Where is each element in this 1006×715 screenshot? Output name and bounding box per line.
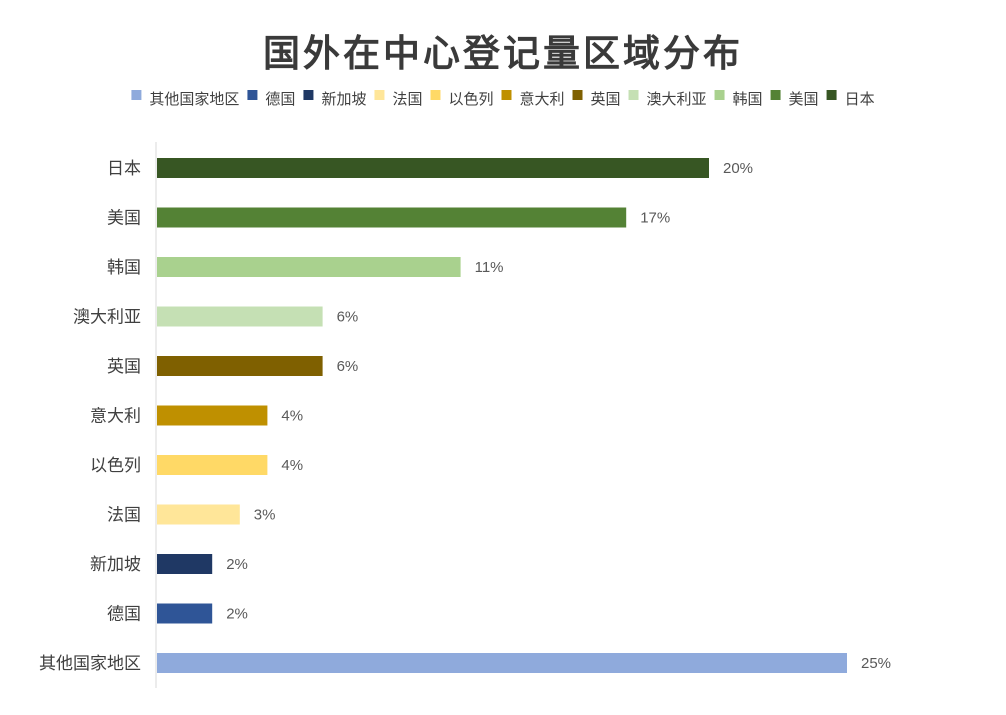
- data-label: 2%: [226, 606, 248, 623]
- bar: [157, 405, 268, 426]
- legend-label: 韩国: [733, 90, 763, 108]
- legend-item: 意大利: [501, 90, 565, 108]
- legend-item: 德国: [247, 90, 295, 108]
- legend-item: 澳大利亚: [628, 90, 707, 108]
- legend-label: 以色列: [448, 90, 493, 108]
- legend-swatch: [572, 90, 583, 100]
- legend-item: 以色列: [430, 90, 493, 108]
- legend-item: 美国: [770, 90, 819, 108]
- bar: [157, 306, 323, 327]
- legend-swatch: [303, 90, 314, 100]
- category-label: 以色列: [90, 456, 141, 476]
- legend-swatch: [131, 90, 142, 100]
- bar: [157, 257, 461, 277]
- bar: [157, 356, 323, 376]
- data-label: 4%: [281, 457, 303, 474]
- data-label: 6%: [337, 309, 359, 326]
- chart-legend: 其他国家地区 德国 新加坡 法国 以色列 意大利 英国 澳大利亚 韩国 美国 日本: [131, 90, 875, 108]
- legend-label: 其他国家地区: [149, 90, 239, 108]
- category-label: 其他国家地区: [39, 654, 141, 674]
- data-label: 4%: [281, 408, 303, 425]
- data-label: 2%: [226, 556, 248, 573]
- category-label: 德国: [107, 605, 141, 625]
- legend-swatch: [826, 90, 837, 100]
- category-label: 意大利: [90, 407, 141, 427]
- legend-swatch: [714, 90, 725, 100]
- category-label: 新加坡: [90, 555, 141, 575]
- category-label: 韩国: [107, 258, 141, 278]
- legend-swatch: [501, 90, 512, 100]
- bars-group: 日本 20% 美国 17% 韩国 11% 澳大利亚 6% 英国 6% 意大利 4% 以色列 4% 法国 3% 新…: [39, 158, 891, 674]
- legend-label: 澳大利亚: [647, 90, 707, 108]
- data-label: 6%: [337, 358, 359, 375]
- legend-item: 新加坡: [303, 90, 366, 108]
- data-label: 20%: [723, 160, 753, 177]
- legend-label: 意大利: [519, 90, 564, 108]
- chart-title: 国外在中心登记量区域分布: [263, 31, 743, 75]
- bar: [157, 455, 268, 475]
- legend-item: 日本: [826, 90, 875, 108]
- legend-label: 英国: [591, 90, 621, 108]
- legend-swatch: [770, 90, 781, 100]
- legend-swatch: [374, 90, 385, 100]
- bar: [157, 504, 240, 525]
- legend-label: 日本: [845, 90, 875, 108]
- legend-item: 法国: [374, 90, 422, 108]
- legend-item: 英国: [572, 90, 621, 108]
- bar: [157, 207, 627, 228]
- data-label: 25%: [861, 655, 891, 672]
- legend-label: 美国: [789, 90, 819, 108]
- category-label: 法国: [107, 506, 141, 526]
- legend-item: 韩国: [714, 90, 763, 108]
- legend-label: 德国: [265, 90, 295, 108]
- legend-label: 新加坡: [321, 90, 366, 108]
- data-label: 3%: [254, 507, 276, 524]
- category-label: 日本: [107, 159, 141, 179]
- legend-item: 其他国家地区: [131, 90, 239, 108]
- bar: [157, 158, 709, 178]
- legend-swatch: [247, 90, 258, 100]
- data-label: 11%: [475, 259, 504, 276]
- legend-label: 法国: [392, 90, 422, 108]
- bar: [157, 554, 213, 574]
- bar: [157, 653, 847, 673]
- bar: [157, 603, 213, 624]
- data-label: 17%: [640, 210, 670, 227]
- legend-swatch: [430, 90, 441, 100]
- legend-swatch: [628, 90, 639, 100]
- category-label: 美国: [107, 209, 141, 229]
- category-label: 澳大利亚: [73, 308, 141, 328]
- category-label: 英国: [107, 357, 141, 377]
